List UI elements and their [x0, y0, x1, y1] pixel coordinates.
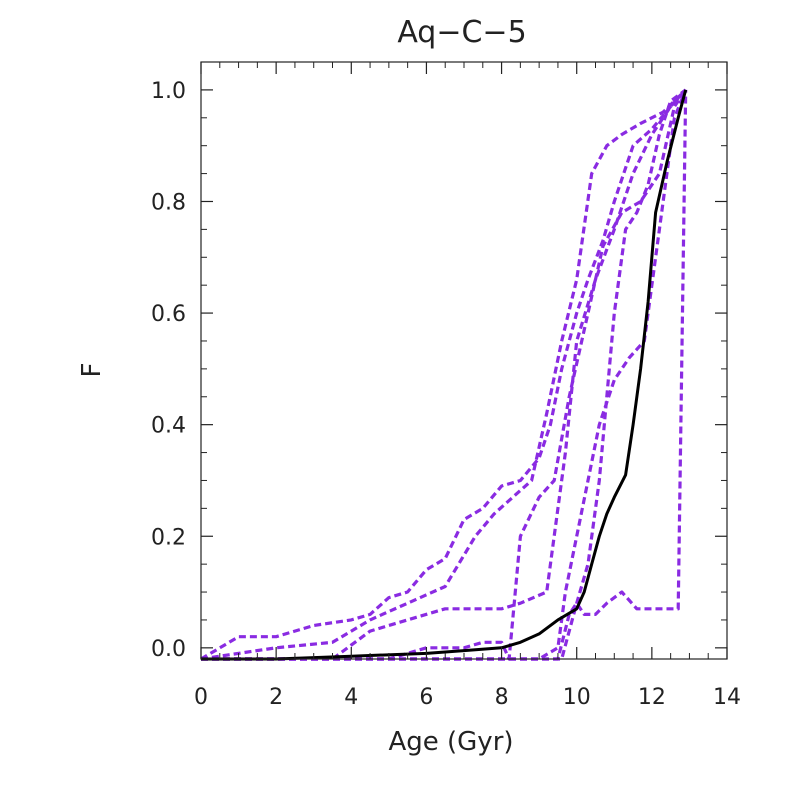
series-line-solid — [201, 89, 688, 661]
series-line-dashed-1 — [200, 88, 687, 661]
chart-title: Aq−C−5 — [397, 15, 526, 50]
plot-lines — [200, 88, 688, 661]
x-axis-title: Age (Gyr) — [388, 727, 513, 757]
y-axis-ticks: 0.0 0.2 0.4 0.6 0.8 1.0 — [151, 79, 727, 662]
y-tick-label: 0.4 — [151, 414, 186, 439]
series-line-dashed-5 — [201, 89, 688, 661]
x-tick-label: 14 — [713, 685, 741, 710]
y-tick-label: 0.8 — [151, 190, 186, 215]
y-tick-label: 0.6 — [151, 302, 186, 327]
x-tick-label: 12 — [638, 685, 666, 710]
x-tick-label: 6 — [419, 685, 433, 710]
x-axis-ticks: 0 2 4 6 8 10 12 14 — [194, 62, 741, 710]
x-tick-label: 2 — [269, 685, 283, 710]
y-axis-title: F — [77, 363, 107, 378]
x-tick-label: 4 — [344, 685, 358, 710]
plot-frame — [200, 61, 728, 660]
x-tick-label: 10 — [563, 685, 591, 710]
series-line-dashed-7 — [201, 89, 688, 661]
series-line-dashed-2 — [200, 88, 687, 661]
x-tick-label: 8 — [495, 685, 509, 710]
x-tick-label: 0 — [194, 685, 208, 710]
series-line-dashed-6 — [201, 88, 687, 661]
y-tick-label: 1.0 — [151, 79, 186, 104]
y-tick-label: 0.2 — [151, 525, 186, 550]
series-line-dashed-3 — [201, 88, 687, 661]
series-line-dashed-4 — [201, 89, 688, 661]
y-tick-label: 0.0 — [151, 637, 186, 662]
